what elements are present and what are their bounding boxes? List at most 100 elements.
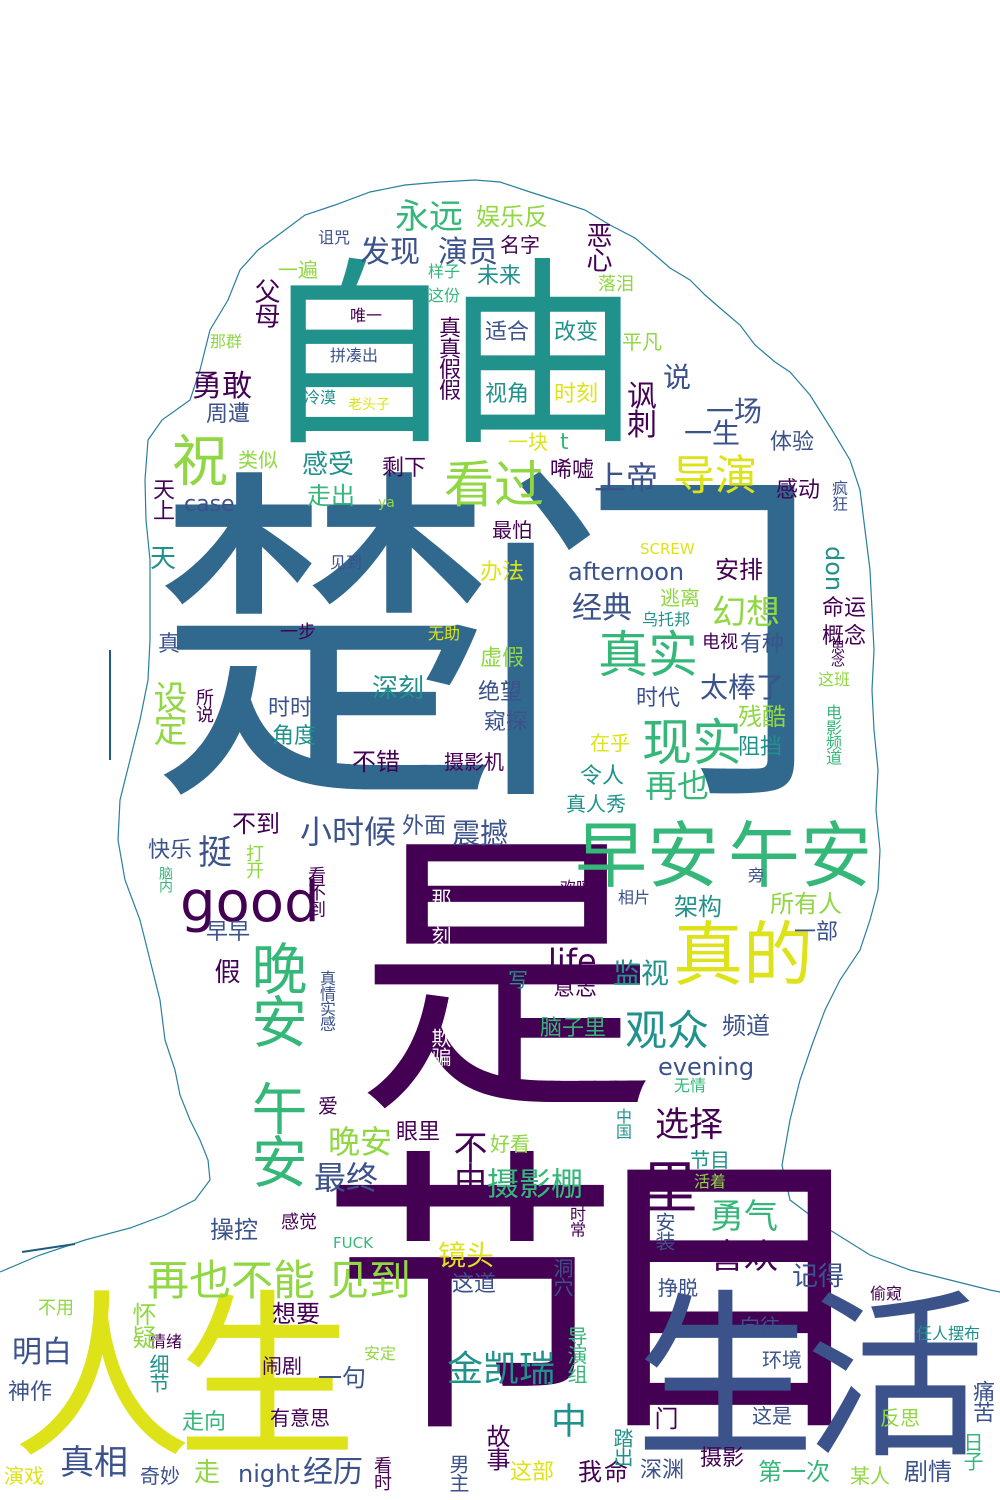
word-shenke: 深刻 xyxy=(372,674,425,704)
word-huanhu: 欢呼 xyxy=(560,878,593,897)
word-yikuai: 一块 xyxy=(508,430,548,454)
word-nagun: 那群 xyxy=(210,332,243,351)
word-zhen: 真 xyxy=(158,632,181,657)
word-shihe: 适合 xyxy=(485,320,530,345)
word-men: 门 xyxy=(650,1406,678,1429)
word-gaibian: 改变 xyxy=(554,320,599,345)
word-t: t xyxy=(560,430,569,455)
word-diyici: 第一次 xyxy=(758,1458,830,1486)
word-zaoan: 早安 xyxy=(575,814,720,898)
word-pincouchu: 拼凑出 xyxy=(330,346,379,365)
word-zouchu: 走出 xyxy=(307,482,355,510)
word-fengkuang: 疯狂 xyxy=(829,480,848,511)
word-zouxiang: 走向 xyxy=(182,1410,227,1435)
word-yizhi: 意志 xyxy=(553,976,598,1001)
word-zaiye: 再也 xyxy=(645,767,710,805)
word-shi: 是 xyxy=(306,820,655,1105)
word-xiangyao: 想要 xyxy=(272,1300,320,1328)
word-mingyun: 命运 xyxy=(822,596,867,621)
word-youyiyi: 有意思 xyxy=(270,1406,330,1430)
word-wuzhu: 无助 xyxy=(428,624,461,643)
word-fuck: FUCK xyxy=(333,1234,373,1252)
word-qingxu: 情绪 xyxy=(150,1332,183,1351)
word-shenghuo: 生活 xyxy=(635,1275,985,1484)
word-dianshi: 电视 xyxy=(702,632,738,653)
word-suoyouren: 所有人 xyxy=(770,890,842,918)
word-xijie: 细节 xyxy=(146,1354,170,1392)
word-life: life xyxy=(548,942,597,980)
word-wuqing: 无情 xyxy=(674,1076,707,1095)
word-shengxia: 剩下 xyxy=(382,456,427,481)
word-banfa: 办法 xyxy=(480,560,525,585)
word-fumu: 父母 xyxy=(250,278,280,328)
word-bucuo: 不错 xyxy=(352,748,400,776)
word-shenzuo: 神作 xyxy=(8,1380,53,1405)
word-anding: 安定 xyxy=(364,1344,397,1363)
word-wanan: 晚安 xyxy=(242,940,307,1047)
word-zudang: 阻挡 xyxy=(738,735,783,760)
word-huanxiang: 幻想 xyxy=(712,593,780,633)
word-zhenzhenjiajia: 真真假假 xyxy=(435,316,460,400)
word-jide: 记得 xyxy=(792,1262,845,1292)
word-zhedao: 这道 xyxy=(452,1272,497,1297)
word-yibu: 一部 xyxy=(794,920,839,945)
word-yangzi: 样子 xyxy=(428,262,461,281)
word-yanli: 眼里 xyxy=(396,1120,441,1145)
word-wutuobang: 乌托邦 xyxy=(642,610,691,629)
word-jiaodu: 角度 xyxy=(272,724,317,749)
word-xie: 写 xyxy=(508,968,528,992)
word-wuan2: 午安 xyxy=(242,1080,307,1187)
word-jiagou: 架构 xyxy=(674,893,722,921)
word-zhende: 真的 xyxy=(673,914,813,996)
word-shike: 时刻 xyxy=(554,382,599,407)
word-jingyan: 惊艳 xyxy=(550,1304,574,1342)
word-gushi: 故事 xyxy=(482,1424,510,1470)
word-zhenqingshigan: 真情实感 xyxy=(317,970,336,1031)
word-tianshang: 天上 xyxy=(149,478,174,520)
word-jingtou: 镜头 xyxy=(438,1239,495,1272)
word-ganjue: 感觉 xyxy=(281,1212,317,1233)
word-laotouzi: 老头子 xyxy=(348,397,390,413)
word-yibu2: 一步 xyxy=(280,622,316,643)
word-screw: SCREW xyxy=(640,540,695,558)
word-rensheng: 人生 xyxy=(12,1275,357,1484)
word-dianyingpindao: 电影频道 xyxy=(823,704,842,765)
word-shezhi: 设定 xyxy=(147,680,187,745)
word-zhu: 祝 xyxy=(172,430,228,495)
word-xihuan: 喜欢 xyxy=(710,1237,778,1277)
word-daoyanzu: 导演组 xyxy=(564,1326,588,1383)
word-kanshi: 看时 xyxy=(371,1456,392,1491)
word-sheying: 摄影 xyxy=(700,1446,745,1471)
word-jiemu: 节目 xyxy=(320,1125,880,1474)
word-faxian: 发现 xyxy=(360,235,420,270)
word-ya: ya xyxy=(378,495,395,511)
word-nanzhu: 男主 xyxy=(446,1454,470,1492)
word-wuan: 午安 xyxy=(728,814,873,898)
word-jinkairui: 金凯瑞 xyxy=(447,1349,556,1390)
word-zaiyebuneng: 再也不能 xyxy=(147,1256,316,1305)
word-taibangle: 太棒了 xyxy=(700,671,785,704)
word-wo: 我 xyxy=(578,1458,602,1486)
word-yulefan: 娱乐反 xyxy=(476,203,548,231)
word-guanzhong: 观众 xyxy=(625,1006,710,1055)
word-zuzhou: 诅咒 xyxy=(318,228,351,247)
word-kuaile: 快乐 xyxy=(148,838,193,863)
word-sinian: 思念 xyxy=(829,640,845,667)
word-zhongyu: 终于 xyxy=(368,1022,392,1060)
word-haokan: 好看 xyxy=(490,1132,530,1156)
word-case: case xyxy=(184,492,235,517)
word-yanyuan: 演员 xyxy=(438,235,498,270)
word-naoju: 闹剧 xyxy=(262,1354,302,1378)
word-mingbai: 明白 xyxy=(12,1335,72,1370)
word-caokong: 操控 xyxy=(210,1216,258,1244)
word-tiyan: 体验 xyxy=(770,430,815,455)
word-evening: evening xyxy=(658,1053,755,1081)
word-zhebu: 这部 xyxy=(510,1460,555,1485)
word-najiyike: 那一刻 xyxy=(428,888,452,945)
word-qipian: 欺骗 xyxy=(428,1028,452,1066)
word-lingren: 令人 xyxy=(580,764,625,789)
word-qimiao: 奇妙 xyxy=(140,1464,180,1488)
word-gainian: 概念 xyxy=(822,624,867,649)
word-yichang: 一场 xyxy=(706,395,763,428)
